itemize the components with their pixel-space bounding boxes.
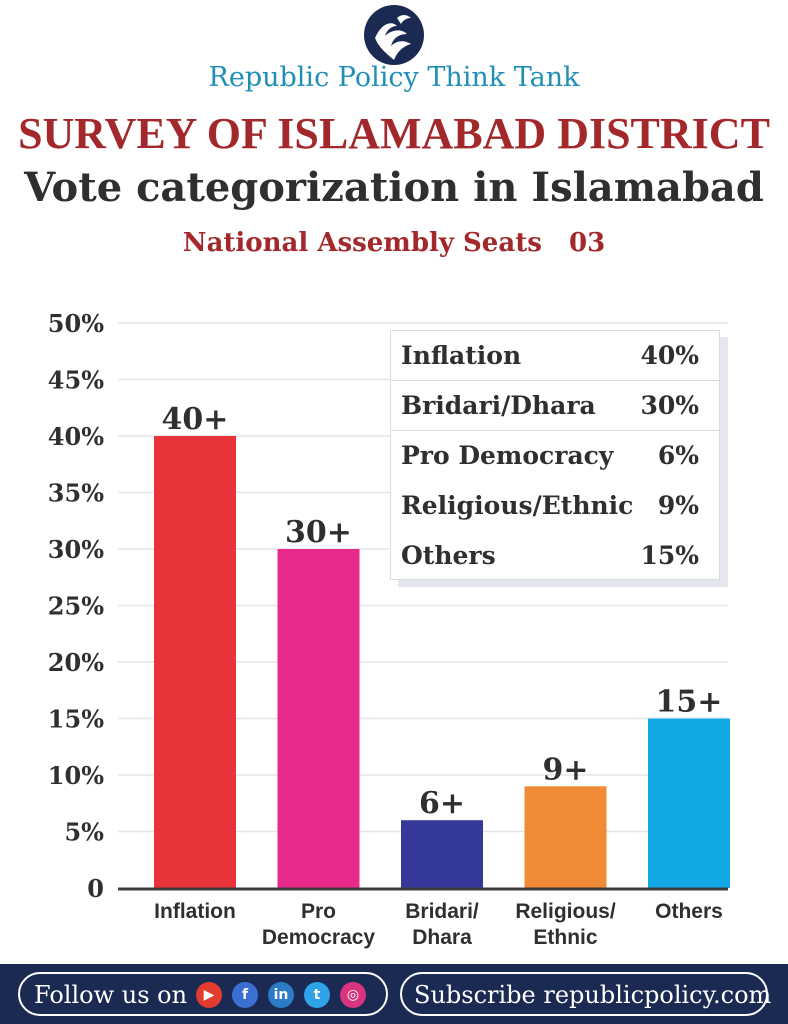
legend-table: Inflation 40% Bridari/Dhara 30% Pro Democrac…	[390, 330, 720, 580]
subtitle: National Assembly Seats 03	[182, 228, 606, 258]
data-label: 30+	[285, 515, 352, 550]
legend-row: Pro Democracy 6%	[391, 431, 719, 481]
footer-bar: Follow us on ▶ f in t ◎ Subscribe republicpo…	[0, 964, 788, 1024]
phoenix-logo-icon	[364, 5, 424, 65]
data-label: 6+	[419, 786, 465, 821]
legend-value: 9%	[657, 491, 699, 520]
x-tick-label: Ethnic	[533, 926, 597, 949]
bar	[154, 436, 236, 888]
x-tick-label: Religious/	[515, 900, 616, 923]
bar	[277, 549, 360, 888]
legend-row: Bridari/Dhara 30%	[391, 381, 719, 431]
subscribe-link[interactable]: Subscribe republicpolicy.com	[400, 972, 772, 1016]
legend-label: Religious/Ethnic	[401, 491, 634, 520]
y-tick-label: 15%	[48, 705, 104, 734]
facebook-icon[interactable]: f	[232, 982, 258, 1008]
data-label: 40+	[162, 402, 229, 437]
twitter-icon[interactable]: t	[304, 982, 330, 1008]
legend-row: Religious/Ethnic 9%	[391, 481, 719, 531]
org-name: Republic Policy Think Tank	[208, 62, 580, 93]
survey-title: SURVEY OF ISLAMABAD DISTRICT	[18, 109, 770, 158]
y-tick-label: 50%	[48, 309, 104, 338]
data-label: 15+	[656, 685, 723, 720]
legend-row: Inflation 40%	[391, 331, 719, 381]
x-tick-label: Democracy	[262, 926, 376, 949]
linkedin-icon[interactable]: in	[268, 982, 294, 1008]
x-tick-label: Others	[655, 900, 723, 923]
y-tick-label: 20%	[48, 648, 104, 677]
legend-row: Others 15%	[391, 531, 719, 581]
instagram-icon[interactable]: ◎	[340, 982, 366, 1008]
page-title: Vote categorization in Islamabad	[24, 164, 764, 211]
follow-us-label: Follow us on	[34, 981, 188, 1009]
bar-chart: 0 5% 10% 15% 20% 25% 30% 35% 40% 45% 50% 40+ Inflati…	[48, 309, 730, 949]
legend-value: 15%	[640, 541, 699, 570]
bar	[648, 718, 730, 888]
y-tick-label: 45%	[48, 366, 104, 395]
y-tick-label: 25%	[48, 592, 104, 621]
y-tick-label: 40%	[48, 422, 104, 451]
x-tick-label: Bridari/	[405, 900, 479, 923]
legend-label: Others	[401, 541, 496, 570]
subscribe-label: Subscribe republicpolicy.com	[414, 981, 772, 1009]
y-tick-label: 35%	[48, 479, 104, 508]
bar	[524, 786, 607, 888]
legend-value: 40%	[640, 341, 699, 370]
legend-label: Inflation	[401, 341, 522, 370]
legend-value: 6%	[657, 441, 699, 470]
data-label: 9+	[542, 752, 588, 787]
x-tick-label: Dhara	[412, 926, 472, 949]
legend-value: 30%	[640, 391, 699, 420]
x-tick-label: Inflation	[154, 900, 236, 923]
y-tick-label: 5%	[64, 818, 104, 847]
bar	[401, 820, 483, 888]
x-tick-label: Pro	[301, 900, 336, 923]
y-tick-label: 30%	[48, 535, 104, 564]
youtube-icon[interactable]: ▶	[196, 982, 222, 1008]
y-tick-label: 0	[87, 874, 104, 903]
y-tick-label: 10%	[48, 761, 104, 790]
legend-label: Pro Democracy	[401, 441, 614, 470]
follow-us-pill: Follow us on ▶ f in t ◎	[18, 972, 388, 1016]
legend-label: Bridari/Dhara	[401, 391, 596, 420]
